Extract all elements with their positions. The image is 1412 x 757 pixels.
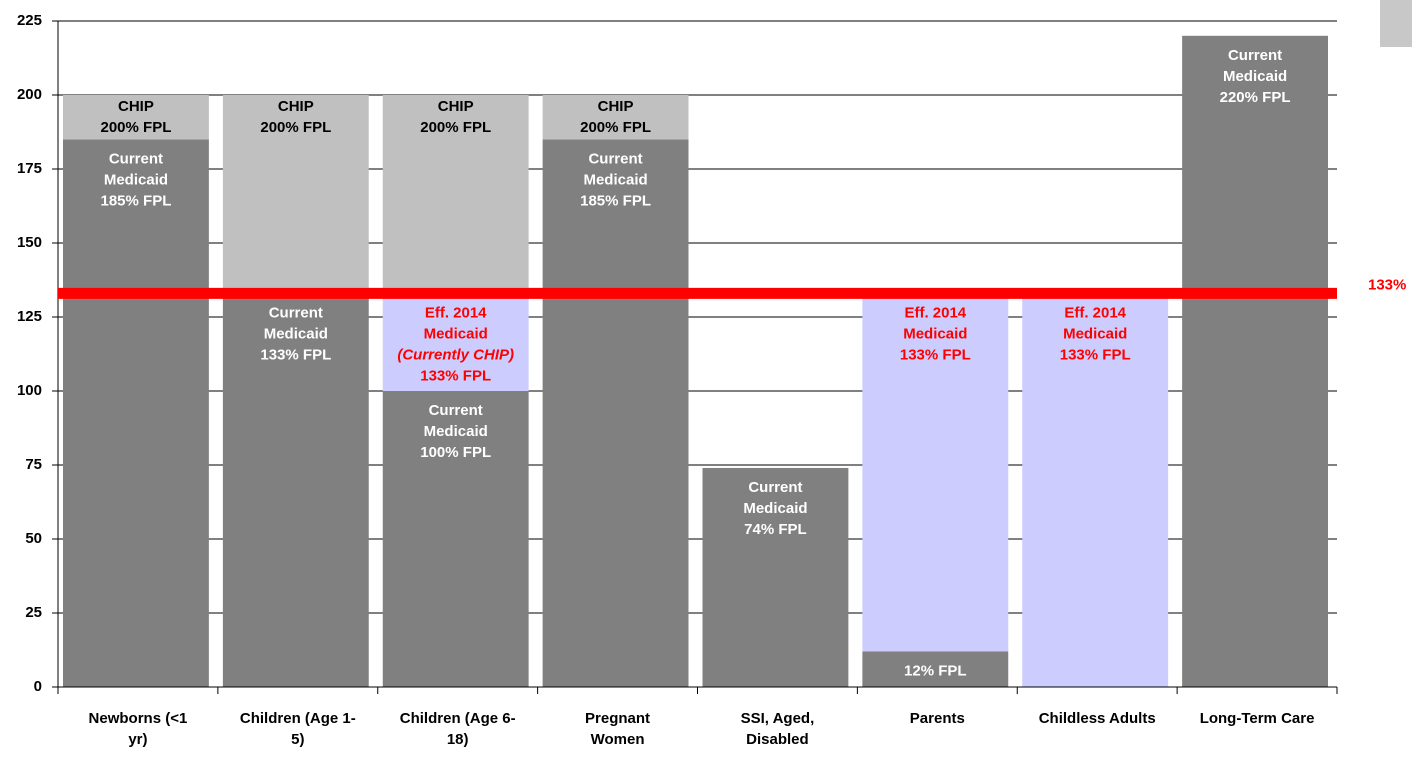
segment-label: Current: [1228, 47, 1282, 64]
segment-label: CHIP: [118, 98, 154, 115]
segment-label: Eff. 2014: [425, 304, 487, 321]
reference-label: 133%: [1368, 276, 1406, 293]
segment-label: CHIP: [438, 98, 474, 115]
segment-label: Medicaid: [1063, 325, 1127, 342]
y-tick-label: 225: [17, 12, 42, 29]
x-tick-label: Childless Adults: [1039, 710, 1156, 727]
bar-segment: [382, 391, 529, 687]
segment-label: (Currently CHIP): [397, 346, 514, 363]
bar-segment: [63, 139, 209, 687]
segment-label: Medicaid: [1223, 68, 1287, 85]
y-tick-label: 50: [25, 530, 42, 547]
y-tick-label: 100: [17, 382, 42, 399]
segment-label: 133% FPL: [260, 346, 331, 363]
segment-label: Current: [748, 479, 802, 496]
bar-segment: [63, 95, 209, 140]
x-tick-label: Disabled: [746, 731, 809, 748]
x-tick-label: 18): [447, 731, 469, 748]
segment-label: 100% FPL: [420, 444, 491, 461]
bar-segment: [542, 139, 689, 687]
segment-label: 200% FPL: [101, 119, 172, 136]
x-tick-label: Newborns (<1: [89, 710, 188, 727]
y-tick-label: 0: [34, 678, 42, 695]
segment-label: Medicaid: [264, 325, 328, 342]
x-tick-label: Parents: [910, 710, 965, 727]
segment-label: Current: [269, 304, 323, 321]
y-tick-label: 150: [17, 234, 42, 251]
segment-label: 133% FPL: [1060, 346, 1131, 363]
x-tick-label: yr): [128, 731, 147, 748]
segment-label: 200% FPL: [260, 119, 331, 136]
segment-label: 200% FPL: [580, 119, 651, 136]
bar-segment: [222, 95, 369, 294]
bar-segment: [862, 293, 1009, 652]
y-tick-label: 125: [17, 308, 42, 325]
segment-label: 220% FPL: [1220, 89, 1291, 106]
bar-segment: [1182, 35, 1328, 688]
segment-label: 200% FPL: [420, 119, 491, 136]
bar-segment: [702, 467, 849, 687]
segment-label: 74% FPL: [744, 521, 807, 538]
segment-label: 133% FPL: [420, 367, 491, 384]
y-tick-label: 25: [25, 604, 42, 621]
segment-label: CHIP: [598, 98, 634, 115]
bar-segment: [542, 95, 689, 140]
segment-label: Medicaid: [743, 500, 807, 517]
segment-label: CHIP: [278, 98, 314, 115]
segment-label: 12% FPL: [904, 662, 967, 679]
x-tick-label: Women: [591, 731, 645, 748]
segment-label: Eff. 2014: [1064, 304, 1126, 321]
segment-label: Eff. 2014: [904, 304, 966, 321]
bar-segment: [862, 651, 1009, 687]
x-tick-label: Pregnant: [585, 710, 650, 727]
segment-label: 133% FPL: [900, 346, 971, 363]
bar-segment: [382, 95, 529, 294]
segment-label: Current: [429, 402, 483, 419]
segment-label: Medicaid: [424, 325, 488, 342]
bar-segment: [222, 293, 369, 687]
segment-label: 185% FPL: [101, 192, 172, 209]
segment-label: Current: [109, 150, 163, 167]
segment-label: Medicaid: [424, 423, 488, 440]
x-tick-label: Children (Age 6-: [400, 710, 516, 727]
corner-box: [1380, 0, 1412, 47]
bar-segment: [382, 293, 529, 391]
y-tick-label: 75: [25, 456, 42, 473]
x-tick-label: 5): [291, 731, 304, 748]
segment-label: Current: [588, 150, 642, 167]
segment-label: Medicaid: [583, 171, 647, 188]
y-tick-label: 200: [17, 86, 42, 103]
x-tick-label: SSI, Aged,: [741, 710, 815, 727]
y-tick-label: 175: [17, 160, 42, 177]
x-tick-label: Long-Term Care: [1200, 710, 1315, 727]
segment-label: Medicaid: [903, 325, 967, 342]
segment-label: Medicaid: [104, 171, 168, 188]
x-tick-label: Children (Age 1-: [240, 710, 356, 727]
segment-label: 185% FPL: [580, 192, 651, 209]
bar-segment: [1022, 293, 1169, 687]
